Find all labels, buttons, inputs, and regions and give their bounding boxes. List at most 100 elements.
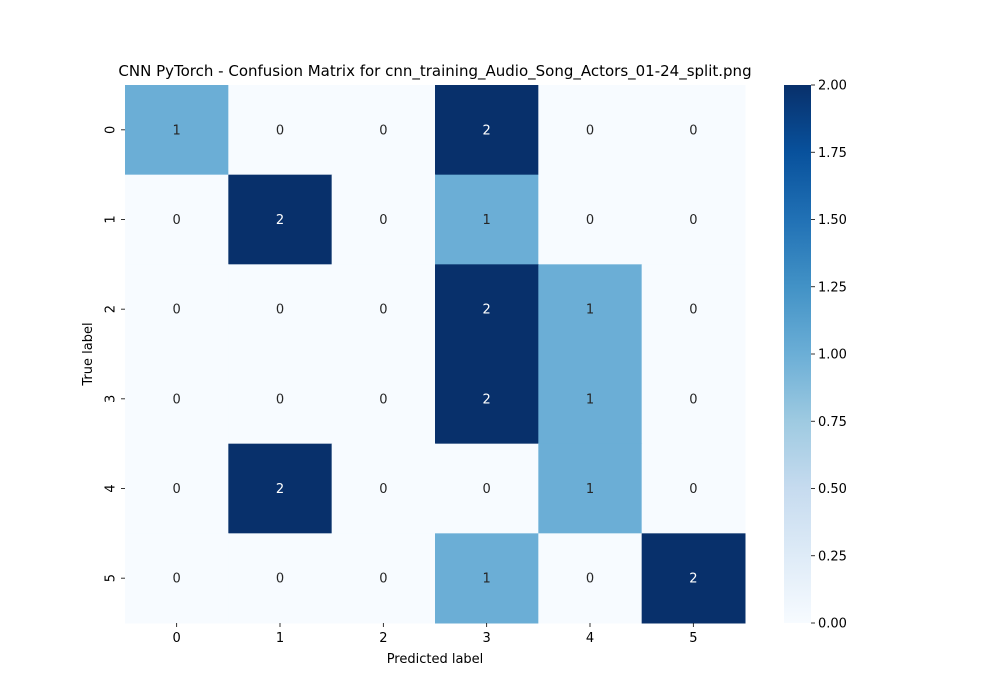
colorbar-ticks: 0.00 0.25 0.50 0.75 1.00 1.25 1.50 1.75 2.00 [811,79,847,632]
y-tick-label: 1 [104,215,119,223]
heatmap-cell [435,174,539,265]
cell-value-label: 0 [379,123,387,138]
heatmap-cell [125,443,229,534]
x-tick-label: 5 [689,631,697,646]
heatmap-cell [641,533,746,624]
cell-value-label: 0 [689,213,697,228]
y-tick-label: 3 [104,395,119,403]
heatmap-annotations: 1 0 0 2 0 0 0 2 0 1 0 0 0 0 0 2 1 0 0 0 0 2 1 0 0 2 0 0 1 0 0 0 0 1 0 2 [173,123,698,586]
heatmap-cell [435,443,539,534]
heatmap-cell [228,533,333,624]
heatmap-cell [538,443,643,534]
heatmap-cell [125,85,229,176]
heatmap-cell [538,85,643,176]
y-axis-ticks: 0 1 2 3 4 5 [104,126,125,582]
heatmap-cell [538,264,643,355]
heatmap-cell [125,264,229,355]
cell-value-label: 2 [483,123,491,138]
y-tick-label: 4 [104,484,119,492]
colorbar-tick-label: 0.25 [818,549,847,564]
cell-value-label: 0 [276,123,284,138]
heatmap-cell [331,85,436,176]
cell-value-label: 0 [689,392,697,407]
colorbar-tick-label: 1.00 [818,348,847,363]
colorbar-tick-label: 0.50 [818,482,847,497]
heatmap-cell [331,174,436,265]
heatmap-cell [435,533,539,624]
colorbar-tick-label: 0.75 [818,415,847,430]
heatmap-cell [641,264,746,355]
x-tick-label: 2 [379,631,387,646]
cell-value-label: 0 [379,213,387,228]
colorbar [784,85,811,623]
chart-title: CNN PyTorch - Confusion Matrix for cnn_t… [118,62,751,81]
cell-value-label: 2 [483,303,491,318]
heatmap-cell [641,85,746,176]
heatmap-cell [125,354,229,445]
cell-value-label: 0 [379,303,387,318]
colorbar-tick-label: 2.00 [818,79,847,94]
cell-value-label: 0 [276,392,284,407]
cell-value-label: 0 [586,213,594,228]
heatmap-cell [538,533,643,624]
colorbar-tick-label: 1.25 [818,280,847,295]
heatmap-cell [538,354,643,445]
heatmap-cell [228,354,333,445]
cell-value-label: 0 [586,572,594,587]
heatmap-cell [331,264,436,355]
heatmap-cell [331,354,436,445]
y-axis-label: True label [81,322,96,386]
cell-value-label: 0 [173,392,181,407]
cell-value-label: 2 [276,213,284,228]
heatmap-cell [435,354,539,445]
cell-value-label: 0 [689,303,697,318]
x-axis-label: Predicted label [387,652,484,667]
heatmap-cell [228,174,333,265]
cell-value-label: 1 [586,482,594,497]
cell-value-label: 2 [276,482,284,497]
x-tick-label: 3 [483,631,491,646]
cell-value-label: 0 [379,392,387,407]
cell-value-label: 0 [689,123,697,138]
cell-value-label: 0 [276,572,284,587]
cell-value-label: 1 [483,213,491,228]
cell-value-label: 1 [173,123,181,138]
cell-value-label: 2 [689,572,697,587]
y-tick-label: 2 [104,305,119,313]
colorbar-tick-label: 1.75 [818,146,847,161]
cell-value-label: 0 [379,482,387,497]
x-tick-label: 4 [586,631,594,646]
y-tick-label: 0 [104,126,119,134]
heatmap-cell [435,85,539,176]
cell-value-label: 0 [173,572,181,587]
cell-value-label: 2 [483,392,491,407]
heatmap-cell [641,443,746,534]
x-tick-label: 1 [276,631,284,646]
cell-value-label: 0 [379,572,387,587]
heatmap-cells [125,85,746,624]
cell-value-label: 0 [483,482,491,497]
cell-value-label: 0 [173,213,181,228]
heatmap-cell [228,443,333,534]
heatmap-cell [435,264,539,355]
y-tick-label: 5 [104,574,119,582]
cell-value-label: 0 [689,482,697,497]
heatmap-cell [125,174,229,265]
colorbar-tick-label: 0.00 [818,617,847,632]
heatmap-cell [331,533,436,624]
cell-value-label: 0 [276,303,284,318]
heatmap-cell [538,174,643,265]
cell-value-label: 0 [173,303,181,318]
x-axis-ticks: 0 1 2 3 4 5 [173,623,697,646]
heatmap-cell [331,443,436,534]
heatmap-cell [641,354,746,445]
cell-value-label: 1 [483,572,491,587]
cell-value-label: 1 [586,303,594,318]
heatmap-cell [641,174,746,265]
cell-value-label: 0 [586,123,594,138]
heatmap-cell [228,85,333,176]
cell-value-label: 0 [173,482,181,497]
cell-value-label: 1 [586,392,594,407]
heatmap-cell [125,533,229,624]
